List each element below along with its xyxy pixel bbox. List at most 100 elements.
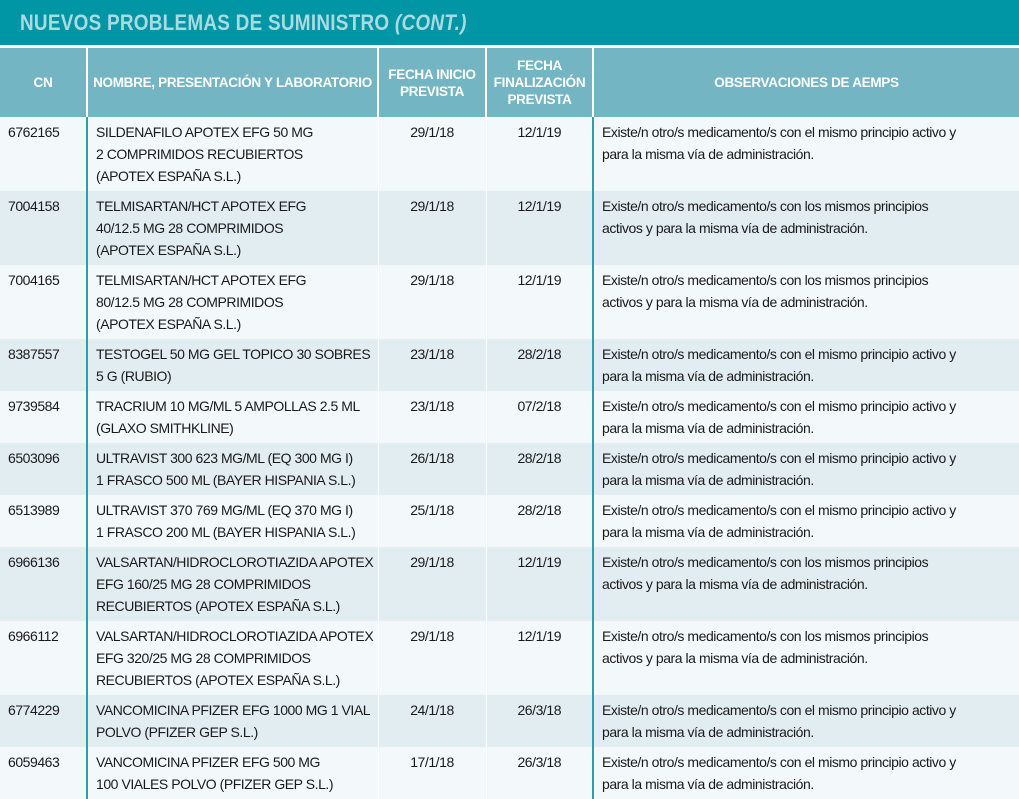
observation-line: para la misma vía de administración. [602,524,814,540]
cell-end-date: 12/1/19 [486,191,594,265]
cell-start-date: 26/1/18 [378,443,487,495]
cell-end-date: 28/2/18 [486,495,594,547]
table-row: 6966112 VALSARTAN/HIDROCLOROTIAZIDA APOTE… [0,621,1019,695]
cell-observations: Existe/n otro/s medicamento/s con los mi… [593,547,1019,621]
column-header-observations: OBSERVACIONES DE AEMPS [592,48,1019,117]
cell-observations: Existe/n otro/s medicamento/s con el mis… [593,443,1019,495]
cell-end-date: 26/3/18 [486,747,594,799]
cell-observations: Existe/n otro/s medicamento/s con los mi… [593,621,1019,695]
cell-name: VANCOMICINA PFIZER EFG 1000 MG 1 VIAL POL… [87,695,379,747]
observation-line: Existe/n otro/s medicamento/s con el mis… [602,398,956,414]
observation-line: Existe/n otro/s medicamento/s con el mis… [602,502,956,518]
name-line: 80/12.5 MG 28 COMPRIMIDOS [96,294,284,310]
observation-line: Existe/n otro/s medicamento/s con el mis… [602,450,956,466]
cell-start-date: 29/1/18 [378,621,487,695]
name-line: 1 FRASCO 500 ML (BAYER HISPANIA S.L.) [96,472,356,488]
cell-name: VALSARTAN/HIDROCLOROTIAZIDA APOTEX EFG 32… [87,621,379,695]
observation-line: Existe/n otro/s medicamento/s con el mis… [602,702,956,718]
cell-cn: 8387557 [0,339,88,391]
section-title-bar: NUEVOS PROBLEMAS DE SUMINISTRO (CONT.) [0,0,1019,45]
cell-end-date: 28/2/18 [486,339,594,391]
cell-end-date: 12/1/19 [486,547,594,621]
observation-line: para la misma vía de administración. [602,724,814,740]
column-header-cn: CN [0,48,87,117]
cell-observations: Existe/n otro/s medicamento/s con los mi… [593,265,1019,339]
name-line: SILDENAFILO APOTEX EFG 50 MG [96,124,313,140]
observation-line: Existe/n otro/s medicamento/s con los mi… [602,554,929,570]
observation-line: activos y para la misma vía de administr… [602,576,868,592]
cell-start-date: 25/1/18 [378,495,487,547]
cell-observations: Existe/n otro/s medicamento/s con el mis… [593,339,1019,391]
cell-observations: Existe/n otro/s medicamento/s con el mis… [593,495,1019,547]
observation-line: para la misma vía de administración. [602,776,814,792]
table-row: 6774229 VANCOMICINA PFIZER EFG 1000 MG 1 … [0,695,1019,747]
table-row: 6762165 SILDENAFILO APOTEX EFG 50 MG 2 COM… [0,117,1019,191]
name-line: POLVO (PFIZER GEP S.L.) [96,724,258,740]
table-row: 6059463 VANCOMICINA PFIZER EFG 500 MG 100 … [0,747,1019,799]
name-line: TELMISARTAN/HCT APOTEX EFG [96,272,307,288]
column-header-name: NOMBRE, PRESENTACIÓN Y LABORATORIO [86,48,378,117]
table-row: 6503096 ULTRAVIST 300 623 MG/ML (EQ 300 M… [0,443,1019,495]
name-line: 100 VIALES POLVO (PFIZER GEP S.L.) [96,776,334,792]
name-line: TRACRIUM 10 MG/ML 5 AMPOLLAS 2.5 ML [96,398,360,414]
table-row: 7004165 TELMISARTAN/HCT APOTEX EFG 80/12.5… [0,265,1019,339]
observation-line: Existe/n otro/s medicamento/s con los mi… [602,198,929,214]
section-title: NUEVOS PROBLEMAS DE SUMINISTRO (CONT.) [20,9,467,35]
cell-start-date: 17/1/18 [378,747,487,799]
observation-line: activos y para la misma vía de administr… [602,220,868,236]
observation-line: para la misma vía de administración. [602,146,814,162]
supply-problems-table: CN NOMBRE, PRESENTACIÓN Y LABORATORIO FE… [0,48,1019,799]
cell-start-date: 29/1/18 [378,547,487,621]
cell-cn: 7004165 [0,265,88,339]
observation-line: para la misma vía de administración. [602,368,814,384]
name-line: VALSARTAN/HIDROCLOROTIAZIDA APOTEX [96,628,374,644]
cell-observations: Existe/n otro/s medicamento/s con el mis… [593,695,1019,747]
cell-observations: Existe/n otro/s medicamento/s con los mi… [593,191,1019,265]
column-header-start-date: FECHA INICIO PREVISTA [377,48,486,117]
cell-name: VALSARTAN/HIDROCLOROTIAZIDA APOTEX EFG 16… [87,547,379,621]
name-line: RECUBIERTOS (APOTEX ESPAÑA S.L.) [96,598,340,614]
cell-cn: 6774229 [0,695,88,747]
cell-cn: 6513989 [0,495,88,547]
title-suffix: (CONT.) [394,9,467,35]
name-line: TESTOGEL 50 MG GEL TOPICO 30 SOBRES [96,346,371,362]
cell-start-date: 29/1/18 [378,265,487,339]
table-row: 6966136 VALSARTAN/HIDROCLOROTIAZIDA APOTE… [0,547,1019,621]
cell-cn: 6966112 [0,621,88,695]
cell-name: TELMISARTAN/HCT APOTEX EFG 80/12.5 MG 28 … [87,265,379,339]
observation-line: Existe/n otro/s medicamento/s con el mis… [602,346,956,362]
cell-start-date: 23/1/18 [378,339,487,391]
cell-name: TRACRIUM 10 MG/ML 5 AMPOLLAS 2.5 ML (GLAX… [87,391,379,443]
cell-name: ULTRAVIST 370 769 MG/ML (EQ 370 MG I) 1 F… [87,495,379,547]
cell-observations: Existe/n otro/s medicamento/s con el mis… [593,391,1019,443]
name-line: ULTRAVIST 300 623 MG/ML (EQ 300 MG I) [96,450,353,466]
name-line: (APOTEX ESPAÑA S.L.) [96,242,241,258]
name-line: EFG 320/25 MG 28 COMPRIMIDOS [96,650,311,666]
cell-cn: 6059463 [0,747,88,799]
name-line: RECUBIERTOS (APOTEX ESPAÑA S.L.) [96,672,340,688]
name-line: 40/12.5 MG 28 COMPRIMIDOS [96,220,284,236]
cell-cn: 9739584 [0,391,88,443]
observation-line: para la misma vía de administración. [602,472,814,488]
cell-end-date: 28/2/18 [486,443,594,495]
table-row: 6513989 ULTRAVIST 370 769 MG/ML (EQ 370 M… [0,495,1019,547]
observation-line: activos y para la misma vía de administr… [602,294,868,310]
cell-cn: 6762165 [0,117,88,191]
cell-cn: 6503096 [0,443,88,495]
cell-end-date: 12/1/19 [486,265,594,339]
observation-line: activos y para la misma vía de administr… [602,650,868,666]
cell-name: SILDENAFILO APOTEX EFG 50 MG 2 COMPRIMIDO… [87,117,379,191]
name-line: EFG 160/25 MG 28 COMPRIMIDOS [96,576,311,592]
cell-name: TESTOGEL 50 MG GEL TOPICO 30 SOBRES 5 G (… [87,339,379,391]
cell-start-date: 29/1/18 [378,191,487,265]
name-line: ULTRAVIST 370 769 MG/ML (EQ 370 MG I) [96,502,353,518]
cell-end-date: 26/3/18 [486,695,594,747]
cell-start-date: 24/1/18 [378,695,487,747]
cell-end-date: 12/1/19 [486,621,594,695]
table-row: 9739584 TRACRIUM 10 MG/ML 5 AMPOLLAS 2.5 … [0,391,1019,443]
table-row: 7004158 TELMISARTAN/HCT APOTEX EFG 40/12.5… [0,191,1019,265]
cell-cn: 6966136 [0,547,88,621]
cell-name: VANCOMICINA PFIZER EFG 500 MG 100 VIALES … [87,747,379,799]
cell-observations: Existe/n otro/s medicamento/s con el mis… [593,747,1019,799]
cell-cn: 7004158 [0,191,88,265]
